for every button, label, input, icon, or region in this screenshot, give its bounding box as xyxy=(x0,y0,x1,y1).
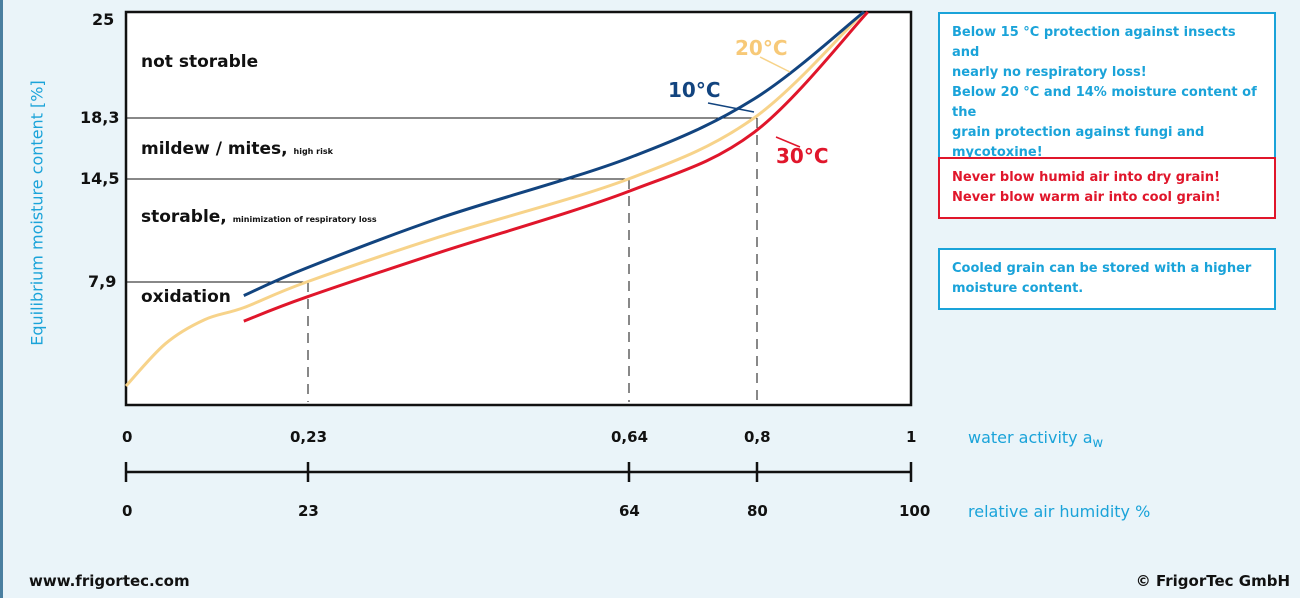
sorption-chart xyxy=(0,0,930,530)
zone-label-text: mildew / mites, xyxy=(141,139,288,159)
series-label-30c: 30°C xyxy=(776,144,829,168)
aw-title-text: water activity a xyxy=(968,428,1093,447)
info-box-protection: Below 15 °C protection against insects a… xyxy=(938,12,1276,174)
rh-tick-label: 0 xyxy=(122,502,132,520)
info-line: Never blow humid air into dry grain! xyxy=(952,168,1262,188)
info-line: moisture content. xyxy=(952,279,1262,299)
zone-note: minimization of respiratory loss xyxy=(233,215,377,224)
series-label-20c: 20°C xyxy=(735,36,788,60)
aw-tick-label: 1 xyxy=(906,428,916,446)
info-line: nearly no respiratory loss! xyxy=(952,63,1262,83)
aw-tick-label: 0,23 xyxy=(290,428,327,446)
aw-tick-label: 0,8 xyxy=(744,428,771,446)
rh-tick-label: 23 xyxy=(298,502,319,520)
rh-tick-label: 100 xyxy=(899,502,930,520)
aw-title-sub: w xyxy=(1093,436,1104,451)
info-line: Cooled grain can be stored with a higher xyxy=(952,259,1262,279)
aw-tick-label: 0,64 xyxy=(611,428,648,446)
aw-tick-label: 0 xyxy=(122,428,132,446)
zone-note: high risk xyxy=(294,147,333,156)
info-line: Below 15 °C protection against insects a… xyxy=(952,23,1262,63)
zone-label-not-storable: not storable xyxy=(141,52,258,72)
footer-copyright: © FrigorTec GmbH xyxy=(1136,572,1290,590)
zone-label-storable: storable, minimization of respiratory lo… xyxy=(141,207,377,227)
info-line: Below 20 °C and 14% moisture content of … xyxy=(952,83,1262,123)
rh-tick-label: 64 xyxy=(619,502,640,520)
info-box-warning: Never blow humid air into dry grain! Nev… xyxy=(938,157,1276,219)
zone-label-text: storable, xyxy=(141,207,227,227)
relative-humidity-axis-title: relative air humidity % xyxy=(968,502,1150,521)
zone-label-oxidation: oxidation xyxy=(141,287,231,307)
footer-website-link[interactable]: www.frigortec.com xyxy=(29,572,190,590)
rh-tick-label: 80 xyxy=(747,502,768,520)
zone-label-mildew: mildew / mites, high risk xyxy=(141,139,333,159)
water-activity-axis-title: water activity aw xyxy=(968,428,1103,451)
info-box-cooled-grain: Cooled grain can be stored with a higher… xyxy=(938,248,1276,310)
info-line: Never blow warm air into cool grain! xyxy=(952,188,1262,208)
series-label-10c: 10°C xyxy=(668,78,721,102)
